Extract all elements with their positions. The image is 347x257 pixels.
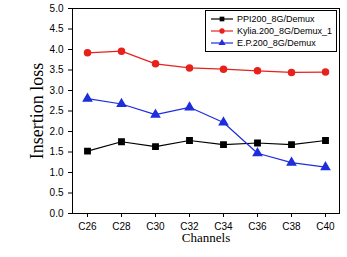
svg-text:C26: C26 [78, 221, 97, 232]
svg-text:4.5: 4.5 [50, 23, 64, 34]
svg-text:2.5: 2.5 [50, 105, 64, 116]
svg-text:C28: C28 [112, 221, 131, 232]
svg-text:C32: C32 [180, 220, 199, 232]
svg-text:4.0: 4.0 [50, 44, 64, 55]
svg-text:Insertion loss: Insertion loss [27, 63, 47, 160]
svg-text:5.0: 5.0 [50, 3, 64, 14]
svg-text:Channels: Channels [182, 230, 230, 245]
svg-text:1.5: 1.5 [50, 146, 64, 157]
svg-text:0.0: 0.0 [50, 208, 64, 219]
svg-text:0.5: 0.5 [50, 187, 64, 198]
svg-text:C36: C36 [248, 221, 267, 232]
svg-text:3.0: 3.0 [50, 85, 64, 96]
svg-text:3.5: 3.5 [50, 64, 64, 75]
svg-text:1.0: 1.0 [50, 167, 64, 178]
html-text:E.P.200_8G/Demux: E.P.200_8G/Demux [236, 38, 316, 48]
html-text:PPI200_8G/Demux: PPI200_8G/Demux [236, 14, 315, 24]
svg-text:C30: C30 [146, 221, 165, 232]
svg-text:C34: C34 [214, 220, 233, 232]
html-text:Kylia.200_8G/Demux_1: Kylia.200_8G/Demux_1 [236, 26, 332, 36]
svg-text:C38: C38 [282, 221, 301, 232]
svg-text:C40: C40 [316, 221, 335, 232]
svg-text:2.0: 2.0 [50, 126, 64, 137]
